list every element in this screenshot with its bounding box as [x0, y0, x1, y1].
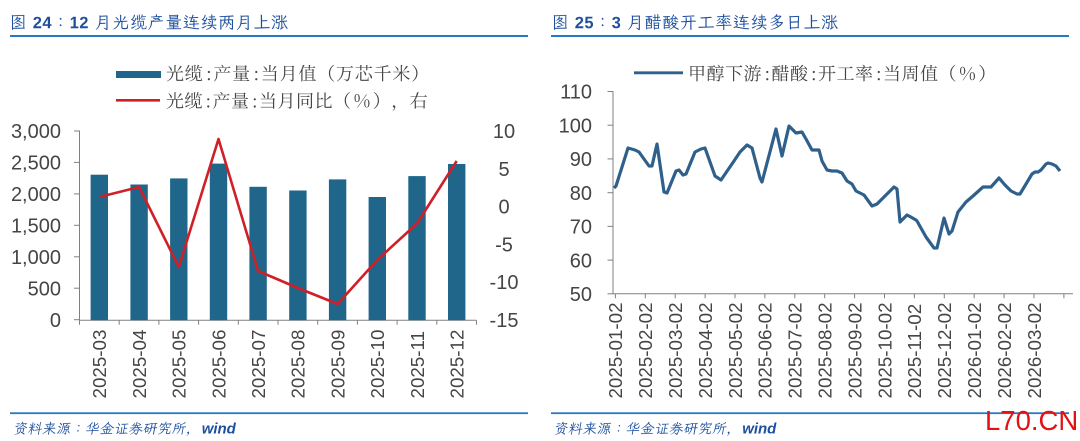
svg-text:2,500: 2,500 — [11, 153, 61, 175]
svg-text:-5: -5 — [495, 234, 513, 256]
svg-text:60: 60 — [570, 250, 592, 272]
svg-text:90: 90 — [570, 149, 592, 171]
svg-text:2025-11-02: 2025-11-02 — [904, 304, 925, 399]
svg-text:2025-09-02: 2025-09-02 — [844, 302, 865, 398]
svg-text:0: 0 — [498, 197, 509, 219]
svg-text:0: 0 — [50, 310, 61, 332]
svg-text:2025-12-02: 2025-12-02 — [934, 302, 955, 398]
svg-text:500: 500 — [28, 278, 61, 300]
svg-text:2025-04-02: 2025-04-02 — [695, 302, 716, 398]
svg-text:2025-08: 2025-08 — [288, 330, 309, 399]
svg-text:2025-06: 2025-06 — [208, 330, 229, 399]
svg-text:110: 110 — [560, 82, 592, 104]
svg-text:70: 70 — [570, 217, 592, 239]
svg-text:2025-07: 2025-07 — [248, 330, 269, 399]
svg-text:2025-10: 2025-10 — [367, 330, 388, 399]
svg-text:5: 5 — [498, 159, 509, 181]
svg-text:2025-04: 2025-04 — [129, 330, 150, 399]
svg-text:100: 100 — [559, 115, 592, 137]
svg-text:2026-02-02: 2026-02-02 — [994, 302, 1015, 398]
svg-text:50: 50 — [570, 284, 592, 306]
svg-text:2025-01-02: 2025-01-02 — [605, 302, 626, 398]
svg-text:2025-03: 2025-03 — [89, 330, 110, 399]
svg-text:wind: wind — [742, 420, 777, 437]
svg-text:L70.CN: L70.CN — [985, 405, 1078, 436]
svg-text:2025-08-02: 2025-08-02 — [815, 302, 836, 398]
svg-text:2025-06-02: 2025-06-02 — [755, 302, 776, 398]
svg-text:1,500: 1,500 — [11, 216, 61, 238]
svg-text:10: 10 — [493, 121, 515, 143]
svg-text:-10: -10 — [490, 272, 519, 294]
svg-text:2025-05-02: 2025-05-02 — [725, 302, 746, 398]
svg-text:2025-09: 2025-09 — [327, 330, 348, 399]
svg-text:2025-12: 2025-12 — [447, 330, 468, 399]
svg-text:2025-02-02: 2025-02-02 — [635, 302, 656, 398]
svg-text:2025-03-02: 2025-03-02 — [665, 302, 686, 398]
svg-text:2026-03-02: 2026-03-02 — [1024, 302, 1045, 398]
svg-text:1,000: 1,000 — [11, 247, 61, 269]
svg-text:wind: wind — [202, 420, 237, 437]
svg-text:2025-07-02: 2025-07-02 — [785, 302, 806, 398]
svg-text:2,000: 2,000 — [11, 184, 61, 206]
svg-text:2025-11: 2025-11 — [407, 331, 428, 399]
svg-text:2025-10-02: 2025-10-02 — [874, 302, 895, 398]
svg-text:-15: -15 — [490, 310, 519, 332]
svg-text:2025-05: 2025-05 — [169, 330, 190, 399]
svg-text:2026-01-02: 2026-01-02 — [964, 302, 985, 398]
svg-text:80: 80 — [570, 183, 592, 205]
svg-text:3,000: 3,000 — [11, 121, 61, 143]
